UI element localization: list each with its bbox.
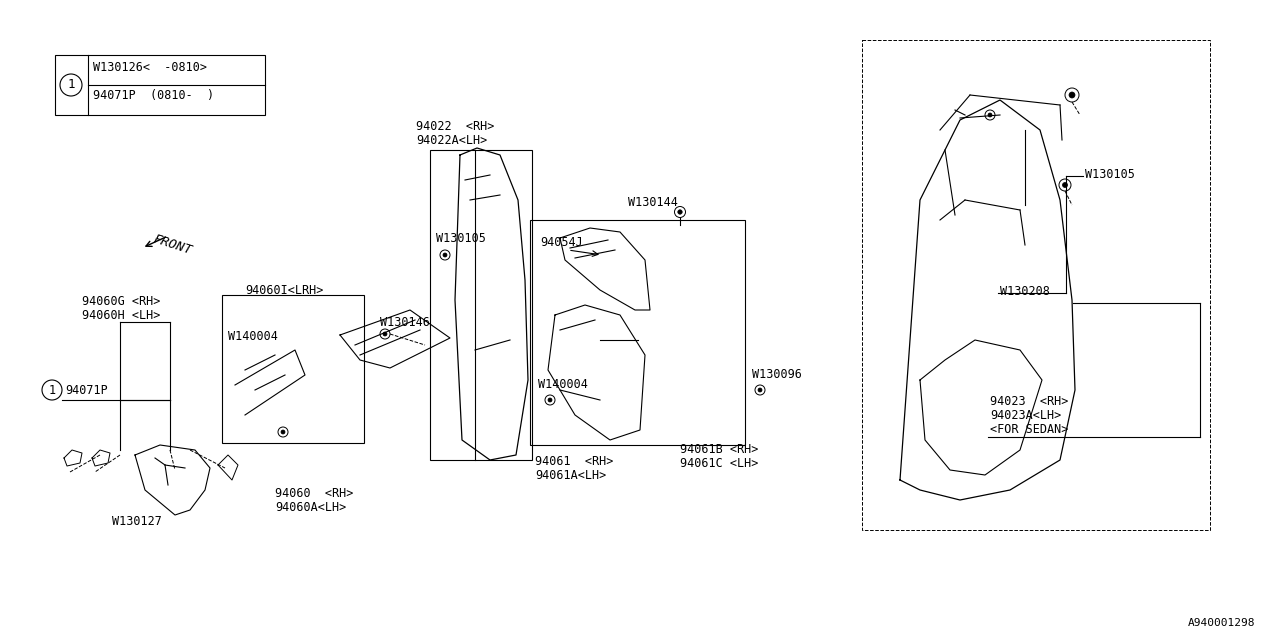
Circle shape bbox=[678, 210, 682, 214]
Text: 94022  <RH>: 94022 <RH> bbox=[416, 120, 494, 133]
Bar bbox=[430, 150, 532, 460]
Circle shape bbox=[758, 388, 762, 392]
Text: W140004: W140004 bbox=[228, 330, 278, 343]
Text: 94061C <LH>: 94061C <LH> bbox=[680, 457, 758, 470]
Text: 94061  <RH>: 94061 <RH> bbox=[535, 455, 613, 468]
Circle shape bbox=[548, 398, 552, 402]
Text: W130105: W130105 bbox=[436, 232, 486, 245]
Text: 94060G <RH>: 94060G <RH> bbox=[82, 295, 160, 308]
Text: 94023  <RH>: 94023 <RH> bbox=[989, 395, 1069, 408]
Text: 94060A<LH>: 94060A<LH> bbox=[275, 501, 347, 514]
Circle shape bbox=[443, 253, 447, 257]
Text: W130105: W130105 bbox=[1085, 168, 1135, 181]
Text: 1: 1 bbox=[49, 383, 55, 397]
Bar bbox=[530, 220, 745, 445]
Text: 94054J: 94054J bbox=[540, 236, 582, 249]
Text: 94022A<LH>: 94022A<LH> bbox=[416, 134, 488, 147]
Text: A940001298: A940001298 bbox=[1188, 618, 1254, 628]
Text: W130127: W130127 bbox=[113, 515, 161, 528]
Text: W130208: W130208 bbox=[1000, 285, 1050, 298]
Text: 1: 1 bbox=[68, 79, 74, 92]
Text: <FOR SEDAN>: <FOR SEDAN> bbox=[989, 423, 1069, 436]
Text: W130126<  -0810>: W130126< -0810> bbox=[93, 61, 207, 74]
Text: 94060H <LH>: 94060H <LH> bbox=[82, 309, 160, 322]
Bar bbox=[55, 55, 265, 115]
Text: 94061B <RH>: 94061B <RH> bbox=[680, 443, 758, 456]
Text: W130096: W130096 bbox=[753, 368, 801, 381]
Text: W130144: W130144 bbox=[628, 196, 678, 209]
Circle shape bbox=[1069, 92, 1075, 98]
Text: FRONT: FRONT bbox=[151, 232, 193, 257]
Circle shape bbox=[988, 113, 992, 117]
Text: 94023A<LH>: 94023A<LH> bbox=[989, 409, 1061, 422]
Bar bbox=[861, 40, 1210, 530]
Bar bbox=[221, 295, 364, 443]
Text: W140004: W140004 bbox=[538, 378, 588, 391]
Circle shape bbox=[1062, 182, 1068, 188]
Text: W130146: W130146 bbox=[380, 316, 430, 329]
Text: 94071P  (0810-  ): 94071P (0810- ) bbox=[93, 89, 214, 102]
Circle shape bbox=[383, 332, 387, 336]
Circle shape bbox=[282, 430, 285, 434]
Text: 94060I<LRH>: 94060I<LRH> bbox=[244, 284, 324, 297]
Text: 94061A<LH>: 94061A<LH> bbox=[535, 469, 607, 482]
Text: 94060  <RH>: 94060 <RH> bbox=[275, 487, 353, 500]
Text: 94071P: 94071P bbox=[65, 384, 108, 397]
